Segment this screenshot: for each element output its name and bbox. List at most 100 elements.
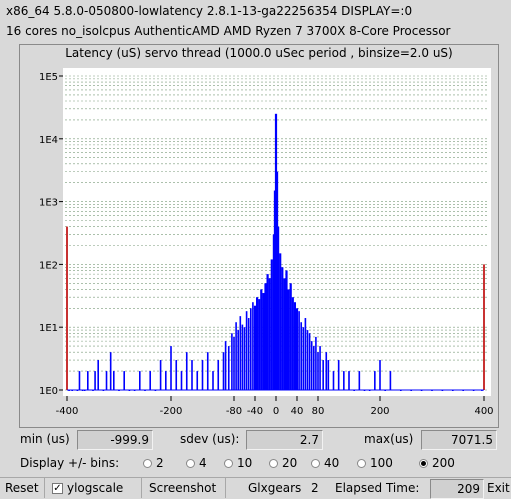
bins-radio-label-200[interactable]: 200	[432, 456, 455, 470]
histogram-bar	[241, 324, 244, 390]
histogram-bar	[256, 297, 259, 390]
toolbar-separator	[0, 477, 511, 478]
histogram-bar	[235, 322, 237, 390]
x-tick-label: -400	[56, 406, 79, 417]
bins-radio-200[interactable]	[419, 459, 428, 468]
histogram-bar	[212, 371, 214, 390]
histogram-bar	[264, 283, 267, 390]
histogram-bar	[308, 333, 311, 390]
histogram-bar	[113, 371, 115, 390]
histogram-bar	[239, 316, 242, 390]
histogram-bar	[245, 311, 248, 390]
histogram-bar	[175, 360, 178, 390]
elapsed-time-label: Elapsed Time:	[335, 481, 420, 495]
histogram-bar	[285, 270, 288, 390]
x-tick-label: -80	[226, 406, 242, 417]
histogram-bar	[325, 352, 328, 390]
x-tick-label: -40	[247, 406, 263, 417]
histogram-bar	[224, 341, 227, 390]
histogram-bar	[233, 336, 235, 390]
histogram-bar	[227, 346, 230, 390]
bins-radio-label-40[interactable]: 40	[324, 456, 340, 470]
histogram-bar	[319, 346, 321, 390]
histogram-bar	[300, 322, 302, 390]
histogram-bar	[258, 299, 261, 390]
screenshot-button[interactable]: Screenshot	[149, 481, 217, 495]
system-info-line-1: x86_64 5.8.0-050800-lowlatency 2.8.1-13-…	[6, 4, 413, 18]
histogram-bar	[483, 264, 485, 390]
histogram-bar	[306, 330, 309, 390]
histogram-bar	[252, 302, 254, 390]
histogram-bar	[317, 352, 319, 390]
histogram-bar	[149, 371, 151, 390]
x-tick-label: 80	[312, 406, 325, 417]
x-tick-label: 0	[273, 406, 279, 417]
histogram-bar	[287, 289, 290, 390]
bins-radio-label-100[interactable]: 100	[370, 456, 393, 470]
glxgears-button[interactable]: Glxgears	[248, 481, 302, 495]
y-tick-label: 1E1	[39, 323, 58, 334]
histogram-bar	[332, 371, 335, 390]
ylogscale-label[interactable]: ylogscale	[67, 481, 124, 495]
histogram-bar	[201, 360, 204, 390]
histogram-bar	[304, 318, 307, 390]
bins-label: Display +/- bins:	[20, 456, 120, 470]
histogram-bars	[66, 113, 485, 391]
min-value: -999.9	[77, 430, 153, 450]
histogram-bar	[253, 305, 257, 390]
sdev-label: sdev (us):	[180, 432, 240, 446]
histogram-bar	[310, 341, 313, 390]
bins-radio-label-20[interactable]: 20	[282, 456, 298, 470]
bins-radio-label-10[interactable]: 10	[237, 456, 253, 470]
histogram-bar	[170, 346, 172, 390]
histogram-bar	[291, 297, 294, 390]
histogram-bar	[389, 371, 392, 390]
histogram-bar	[222, 352, 225, 390]
histogram-bar	[374, 371, 376, 390]
ylogscale-checkbox[interactable]: ✓	[52, 483, 63, 494]
elapsed-time-value: 209	[430, 479, 484, 499]
histogram-bar	[268, 278, 271, 390]
bins-radio-4[interactable]	[186, 459, 195, 468]
system-info-line-2: 16 cores no_isolcpus AuthenticAMD AMD Ry…	[6, 24, 451, 38]
min-label: min (us)	[20, 432, 70, 446]
exit-button[interactable]: Exit	[487, 481, 510, 495]
bins-radio-10[interactable]	[224, 459, 233, 468]
bins-radio-2[interactable]	[143, 459, 152, 468]
sdev-value: 2.7	[246, 430, 323, 450]
bins-radio-label-4[interactable]: 4	[199, 456, 207, 470]
reset-button[interactable]: Reset	[5, 481, 39, 495]
histogram-bar	[270, 259, 273, 390]
max-label: max(us)	[364, 432, 414, 446]
histogram-bar	[180, 371, 183, 390]
histogram-bar	[165, 371, 167, 390]
histogram-bar	[105, 371, 108, 390]
histogram-bar	[279, 253, 282, 390]
histogram-bar	[66, 226, 68, 390]
histogram-bar	[379, 360, 381, 390]
histogram-bar	[231, 333, 233, 390]
histogram-bar	[109, 352, 112, 390]
bins-radio-100[interactable]	[357, 459, 366, 468]
histogram-bar	[217, 360, 220, 390]
x-tick-label: 40	[291, 406, 304, 417]
histogram-bar	[262, 293, 265, 390]
histogram-bar	[358, 371, 361, 390]
x-tick-label: 400	[474, 406, 493, 417]
bins-radio-label-2[interactable]: 2	[156, 456, 164, 470]
histogram-bar	[191, 360, 193, 390]
bins-radio-20[interactable]	[269, 459, 278, 468]
histogram-bar	[327, 360, 330, 390]
histogram-bar	[139, 371, 141, 390]
y-tick-label: 1E0	[39, 386, 58, 397]
y-tick-label: 1E3	[39, 198, 58, 209]
glxgears-count: 2	[311, 481, 319, 495]
histogram-bar	[313, 346, 315, 390]
histogram-bar	[322, 360, 324, 390]
histogram-bar	[94, 371, 96, 390]
histogram-bar	[247, 318, 250, 390]
bins-radio-40[interactable]	[311, 459, 320, 468]
histogram-bar	[159, 360, 162, 390]
y-tick-label: 1E4	[39, 135, 58, 146]
